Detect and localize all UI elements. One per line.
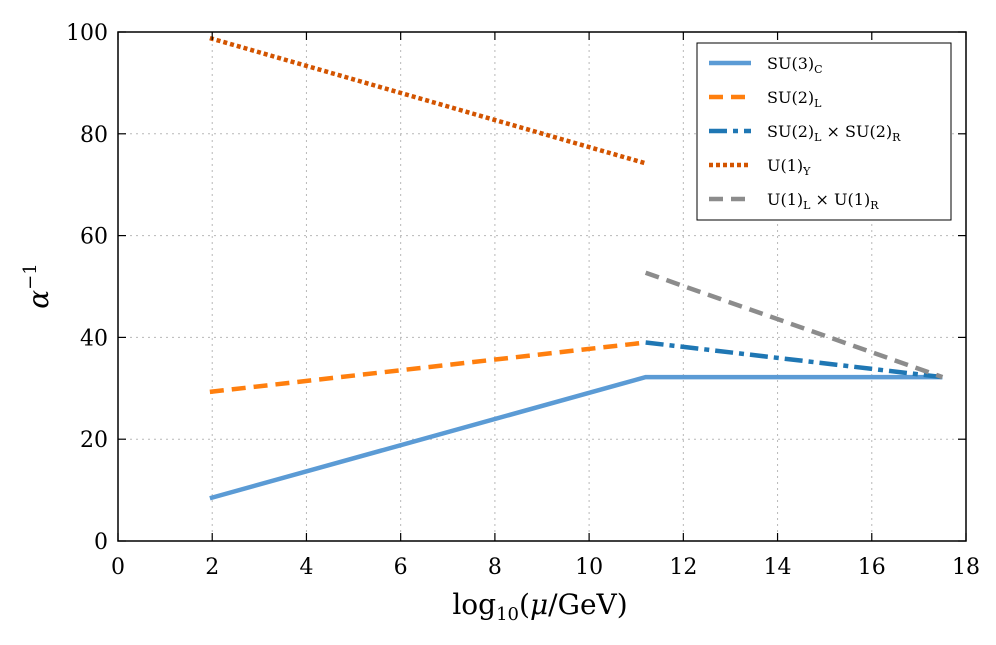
legend-label-3: SU(2)L × SU(2)R [767,122,901,144]
series-line-3 [645,340,943,380]
x-tick-label: 18 [952,555,980,580]
x-tick-label: 10 [575,555,603,580]
y-tick-label: 20 [80,428,108,453]
y-tick-label: 100 [66,21,108,46]
x-tick-label: 6 [394,555,408,580]
x-tick-label: 14 [764,555,792,580]
legend-label-5: U(1)L × U(1)R [767,190,879,212]
legend: SU(3)C SU(2)L SU(2)L × SU(2)R U(1)Y U(1)L × … [696,42,952,221]
x-tick-label: 8 [488,555,502,580]
legend-box [696,42,952,221]
tick-layer: 0 2 4 6 8 10 12 14 16 18 0 20 40 60 80 100 [66,21,980,580]
legend-label-2: SU(2)L [767,88,822,110]
legend-label-4: U(1)Y [767,156,811,178]
series-line-4 [209,35,647,166]
x-tick-label: 12 [669,555,697,580]
y-tick-label: 40 [80,326,108,351]
y-tick-label: 60 [80,225,108,250]
y-tick-label: 0 [94,530,108,555]
series-line-2 [209,340,646,395]
y-tick-label: 80 [80,123,108,148]
series-line-5 [644,270,944,380]
x-tick-label: 16 [858,555,886,580]
legend-label-1: SU(3)C [767,54,823,76]
x-tick-label: 0 [111,555,125,580]
x-tick-label: 2 [205,555,219,580]
x-axis-label: log10(μ/GeV) [452,588,627,625]
y-axis-label: α−1 [20,263,55,308]
series-line-1 [209,374,943,501]
series-layer [209,35,944,501]
plot-frame [117,31,967,542]
x-tick-label: 4 [299,555,313,580]
